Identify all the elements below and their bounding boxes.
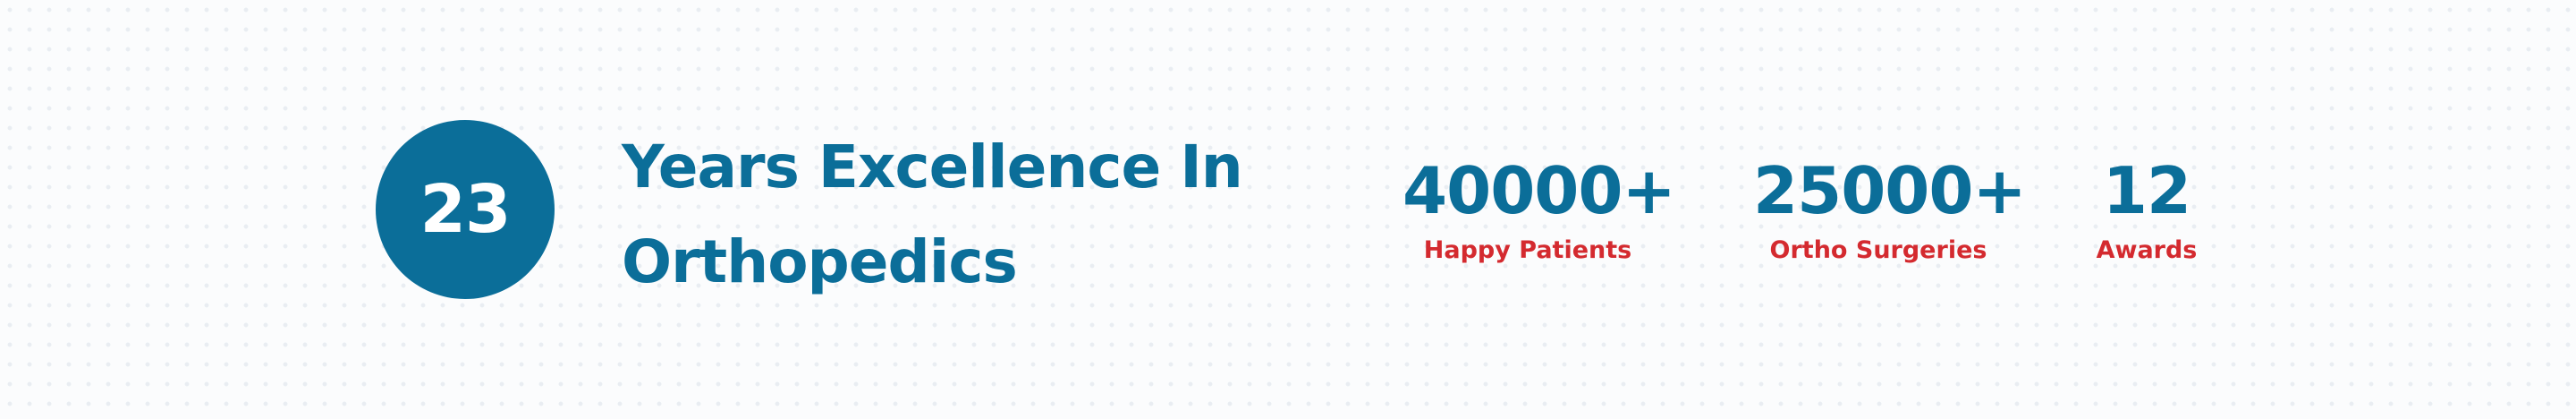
stat-value: 12	[2057, 150, 2236, 231]
stat-value: 25000+	[1753, 150, 2004, 231]
stat-label: Happy Patients	[1402, 233, 1653, 269]
stat-awards: 12 Awards	[2057, 150, 2236, 269]
headline-line-2: Orthopedics	[622, 215, 1301, 310]
experience-headline: Years Excellence In Orthopedics	[622, 120, 1301, 310]
years-badge: 23	[376, 120, 555, 299]
headline-line-1: Years Excellence In	[622, 120, 1301, 215]
years-number: 23	[420, 176, 511, 243]
stat-ortho-surgeries: 25000+ Ortho Surgeries	[1753, 150, 2004, 269]
stat-label: Ortho Surgeries	[1753, 233, 2004, 269]
stat-value: 40000+	[1402, 150, 1653, 231]
stat-happy-patients: 40000+ Happy Patients	[1402, 150, 1653, 269]
stat-label: Awards	[2057, 233, 2236, 269]
